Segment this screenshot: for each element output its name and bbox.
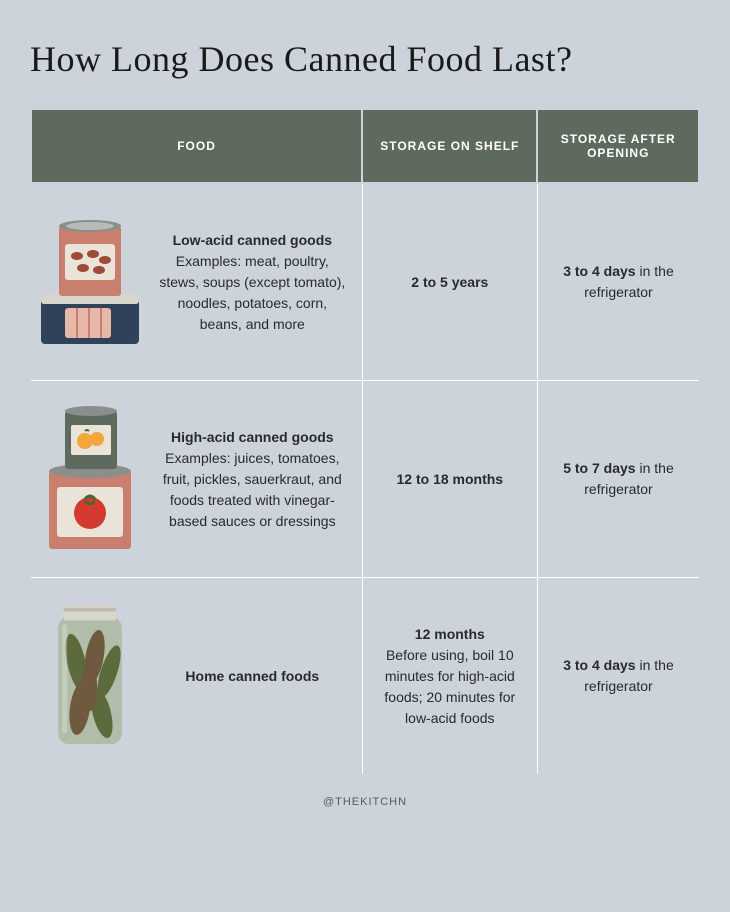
shelf-value-rest: Before using, boil 10 minutes for high-a…: [377, 645, 523, 729]
food-name: Home canned foods: [159, 666, 346, 687]
shelf-cell: 2 to 5 years: [362, 183, 537, 381]
col-header-shelf: STORAGE ON SHELF: [362, 109, 537, 183]
table-row: Home canned foods 12 months Before using…: [31, 578, 699, 775]
high-acid-cans-icon: [35, 409, 145, 549]
attribution-footer: @THEKITCHN: [30, 796, 700, 808]
shelf-value-bold: 12 months: [377, 624, 523, 645]
food-text: High-acid canned goods Examples: juices,…: [159, 427, 352, 532]
open-value-bold: 3 to 4 days: [563, 657, 635, 673]
shelf-value: 12 to 18 months: [397, 471, 504, 487]
food-cell-low-acid: Low-acid canned goods Examples: meat, po…: [31, 184, 362, 380]
food-name: Low-acid canned goods: [159, 230, 346, 251]
food-cell-home-canned: Home canned foods: [31, 578, 362, 774]
table-header-row: FOOD STORAGE ON SHELF STORAGE AFTER OPEN…: [31, 109, 699, 183]
low-acid-cans-icon: [35, 212, 145, 352]
open-cell: 3 to 4 days in the refrigerator: [537, 183, 699, 381]
food-cell-high-acid: High-acid canned goods Examples: juices,…: [31, 381, 362, 577]
pickle-jar-icon: [35, 606, 145, 746]
page-title: How Long Does Canned Food Last?: [30, 38, 700, 80]
shelf-cell: 12 to 18 months: [362, 381, 537, 578]
table-row: Low-acid canned goods Examples: meat, po…: [31, 183, 699, 381]
shelf-cell: 12 months Before using, boil 10 minutes …: [362, 578, 537, 775]
food-desc: Examples: meat, poultry, stews, soups (e…: [159, 251, 346, 335]
open-value-bold: 5 to 7 days: [563, 460, 635, 476]
food-desc: Examples: juices, tomatoes, fruit, pickl…: [159, 448, 346, 532]
food-text: Low-acid canned goods Examples: meat, po…: [159, 230, 352, 335]
food-text: Home canned foods: [159, 666, 352, 687]
infographic-container: How Long Does Canned Food Last? FOOD STO…: [0, 0, 730, 808]
open-cell: 5 to 7 days in the refrigerator: [537, 381, 699, 578]
shelf-value: 2 to 5 years: [411, 274, 488, 290]
storage-table: FOOD STORAGE ON SHELF STORAGE AFTER OPEN…: [30, 108, 700, 774]
col-header-food: FOOD: [31, 109, 362, 183]
food-name: High-acid canned goods: [159, 427, 346, 448]
open-value-bold: 3 to 4 days: [563, 263, 635, 279]
col-header-open: STORAGE AFTER OPENING: [537, 109, 699, 183]
table-row: High-acid canned goods Examples: juices,…: [31, 381, 699, 578]
open-cell: 3 to 4 days in the refrigerator: [537, 578, 699, 775]
